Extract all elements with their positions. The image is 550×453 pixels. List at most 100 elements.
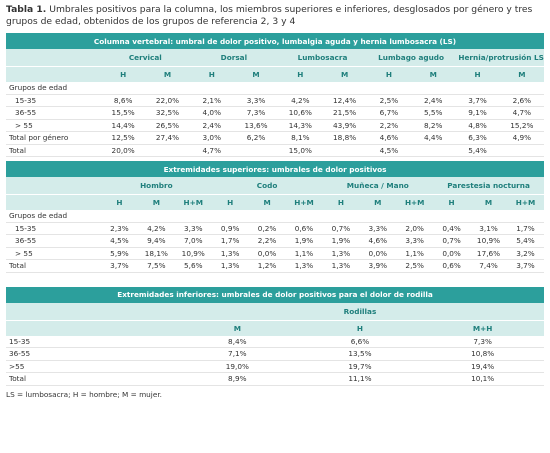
blank-cell bbox=[6, 177, 101, 195]
empty-cell bbox=[285, 210, 323, 223]
cell: 6,3% bbox=[455, 131, 500, 145]
cell: 3,9% bbox=[359, 259, 397, 273]
column-header: H bbox=[455, 66, 500, 82]
group-header: Cervical bbox=[101, 49, 190, 67]
cell: 10,8% bbox=[421, 347, 544, 361]
column-header: M bbox=[359, 194, 397, 210]
column-header: M+H bbox=[421, 320, 544, 336]
cell: 4,2% bbox=[278, 94, 323, 107]
column-header: H bbox=[189, 66, 234, 82]
cell: 13,6% bbox=[233, 119, 279, 132]
cell: 6,2% bbox=[233, 131, 279, 145]
row-label: > 55 bbox=[6, 119, 101, 132]
row-label: 36-55 bbox=[6, 234, 101, 248]
empty-cell bbox=[366, 82, 412, 95]
blank-cell bbox=[6, 302, 176, 321]
data-row: 36-55 4,5% 9,4% 7,0% 1,7% 2,2% 1,9% 1,9% 4,6% 3,3… bbox=[6, 234, 544, 248]
data-row: Total por género 12,5% 27,4% 3,0% 6,2% 8,1% 18… bbox=[6, 131, 544, 145]
section-title: Extremidades superiores: umbrales de dol… bbox=[6, 161, 544, 177]
cell: 7,1% bbox=[176, 347, 299, 361]
data-table: Columna vertebral: umbral de dolor posit… bbox=[6, 33, 544, 157]
cell: 0,0% bbox=[359, 247, 397, 260]
cell: 4,9% bbox=[499, 131, 544, 145]
row-label: 36-55 bbox=[6, 106, 101, 120]
cell: 7,4% bbox=[470, 259, 507, 273]
cell: 0,0% bbox=[248, 247, 286, 260]
group-header: Hombro bbox=[101, 177, 212, 195]
cell: 4,6% bbox=[359, 234, 397, 248]
cell: 3,7% bbox=[101, 259, 138, 273]
column-header: H bbox=[322, 194, 360, 210]
cell: 5,6% bbox=[174, 259, 212, 273]
column-header: H bbox=[278, 66, 323, 82]
data-row: 15-35 8,6% 22,0% 2,1% 3,3% 4,2% 12,4% 2,5% 2,4% 3… bbox=[6, 94, 544, 107]
cell: 0,6% bbox=[285, 222, 323, 235]
cell: 1,7% bbox=[211, 234, 249, 248]
blank-cell bbox=[6, 66, 101, 82]
group-row: Hombro Codo Muñeca / Mano Parestesia noctur… bbox=[6, 177, 544, 195]
cell: 1,3% bbox=[322, 247, 360, 260]
empty-cell bbox=[233, 144, 279, 157]
cell: 2,3% bbox=[101, 222, 138, 235]
group-header: Muñeca / Mano bbox=[322, 177, 434, 195]
empty-cell bbox=[359, 210, 397, 223]
cell: 19,4% bbox=[421, 360, 544, 373]
cell: 2,2% bbox=[366, 119, 412, 132]
row-label: >55 bbox=[6, 360, 176, 373]
cell: 4,7% bbox=[189, 144, 234, 157]
column-header: H bbox=[298, 320, 422, 336]
cell: 9,1% bbox=[455, 106, 500, 120]
cell: 8,6% bbox=[101, 94, 146, 107]
cell: 18,1% bbox=[137, 247, 175, 260]
cell: 0,6% bbox=[433, 259, 471, 273]
cell: 3,7% bbox=[455, 94, 500, 107]
row-label: Total por género bbox=[6, 131, 101, 145]
cell: 4,8% bbox=[455, 119, 500, 132]
cell: 1,1% bbox=[285, 247, 323, 260]
cell: 2,0% bbox=[396, 222, 434, 235]
empty-cell bbox=[174, 210, 212, 223]
column-header: H bbox=[101, 194, 138, 210]
cell: 1,9% bbox=[285, 234, 323, 248]
group-header: Lumbago agudo bbox=[366, 49, 456, 67]
section-title-row: Extremidades inferiores: umbrales de dol… bbox=[6, 286, 544, 303]
table-caption: Tabla 1. Umbrales positivos para la colu… bbox=[6, 4, 544, 28]
cell: 3,2% bbox=[506, 247, 544, 260]
column-header: H+M bbox=[506, 194, 544, 210]
row-label: Total bbox=[6, 144, 101, 157]
empty-cell bbox=[499, 82, 544, 95]
column-header: H bbox=[211, 194, 249, 210]
empty-cell bbox=[145, 144, 190, 157]
cell: 4,6% bbox=[366, 131, 412, 145]
empty-cell bbox=[470, 210, 507, 223]
group-header: Lumbosacra bbox=[278, 49, 367, 67]
group-header: Codo bbox=[211, 177, 323, 195]
cell: 0,4% bbox=[433, 222, 471, 235]
cell: 32,5% bbox=[145, 106, 190, 120]
data-row: >55 19,0% 19,7% 19,4% bbox=[6, 360, 544, 373]
data-row: Total 8,9% 11,1% 10,1% bbox=[6, 372, 544, 386]
cell: 4,5% bbox=[366, 144, 412, 157]
cell: 3,1% bbox=[470, 222, 507, 235]
data-row: 15-35 2,3% 4,2% 3,3% 0,9% 0,2% 0,6% 0,7% 3,3% 2,0… bbox=[6, 222, 544, 235]
column-header: H+M bbox=[285, 194, 323, 210]
cell: 7,3% bbox=[421, 335, 544, 348]
blank-cell bbox=[6, 194, 101, 210]
cell: 11,1% bbox=[298, 372, 422, 386]
cell: 5,5% bbox=[411, 106, 456, 120]
cell: 10,9% bbox=[470, 234, 507, 248]
cell: 6,6% bbox=[298, 335, 422, 348]
cell: 3,7% bbox=[506, 259, 544, 273]
cell: 19,7% bbox=[298, 360, 422, 373]
cell: 4,5% bbox=[101, 234, 138, 248]
caption-text: Umbrales positivos para la columna, los … bbox=[6, 4, 533, 27]
cell: 10,1% bbox=[421, 372, 544, 386]
blank-cell bbox=[6, 320, 176, 336]
cell: 43,9% bbox=[322, 119, 367, 132]
cell: 12,4% bbox=[322, 94, 367, 107]
row-label: > 55 bbox=[6, 247, 101, 260]
cell: 4,4% bbox=[411, 131, 456, 145]
row-label: Grupos de edad bbox=[6, 210, 101, 223]
cell: 7,5% bbox=[137, 259, 175, 273]
